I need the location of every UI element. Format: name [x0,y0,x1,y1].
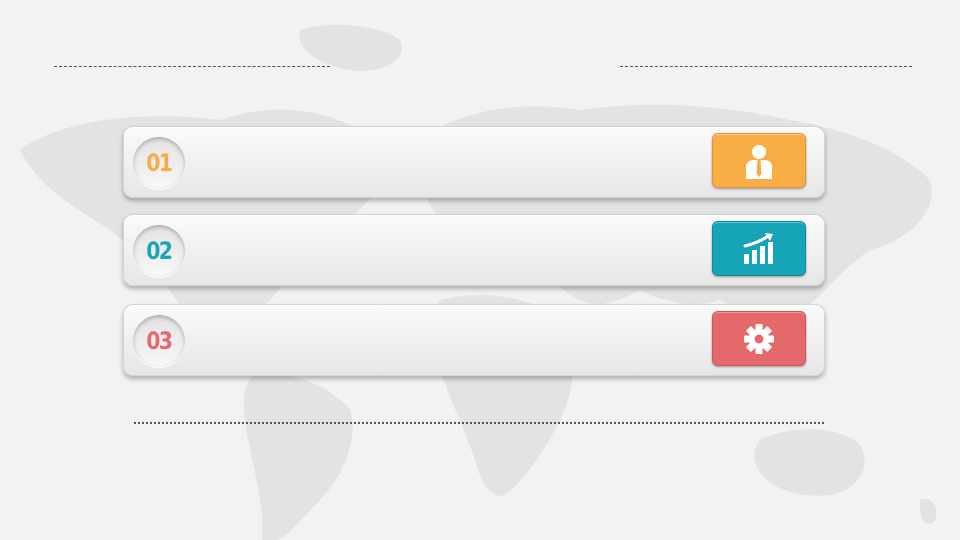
top-right-divider [620,66,912,67]
person-icon [746,144,772,179]
bottom-divider [134,422,824,424]
number-badge-2: 02 [133,225,185,277]
item-number-2: 02 [146,237,174,265]
item-number-3: 03 [146,327,174,355]
person-icon-button[interactable] [712,133,806,188]
growth-chart-icon-button[interactable] [712,221,806,276]
number-badge-3: 03 [133,315,185,367]
top-left-divider [54,66,330,67]
growth-chart-icon [743,232,773,264]
list-item-3: 03 [123,304,825,376]
gear-icon [744,323,774,354]
list-item-2: 02 [123,214,825,286]
gear-icon-button[interactable] [712,311,806,366]
item-number-1: 01 [146,149,174,177]
list-item-1: 01 [123,126,825,198]
number-badge-1: 01 [133,137,185,189]
